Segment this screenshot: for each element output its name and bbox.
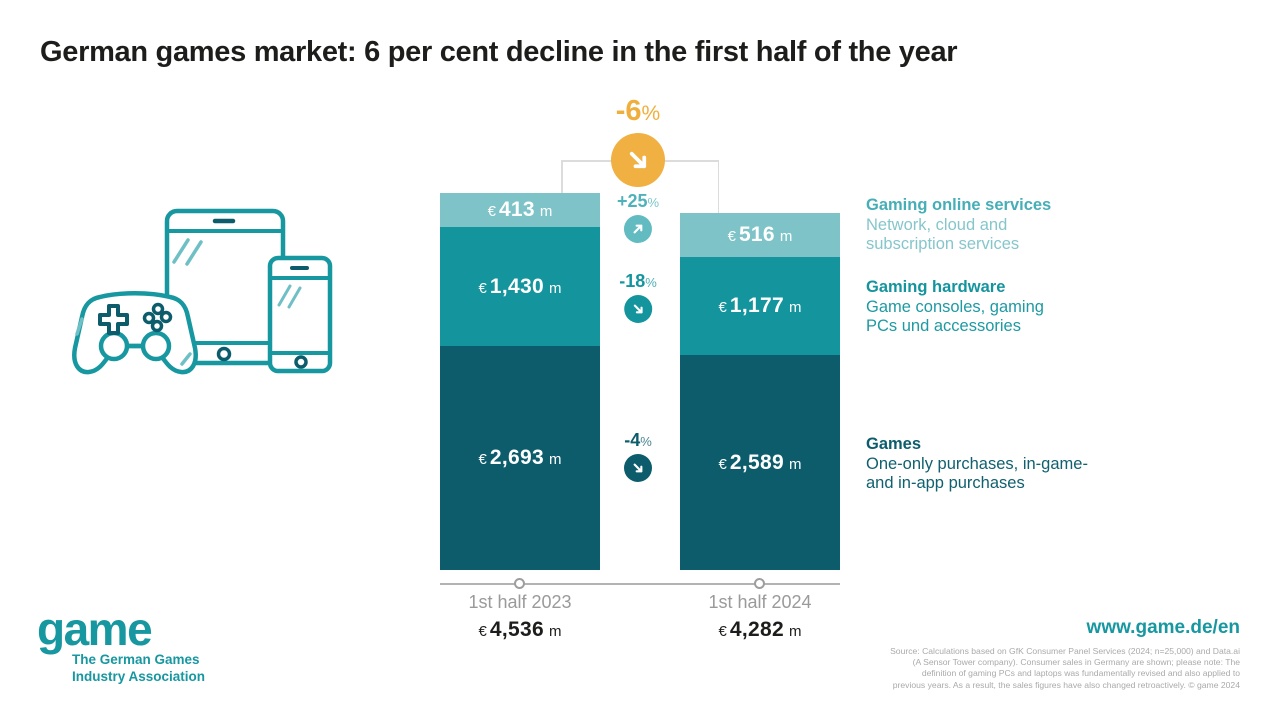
overall-change-label: -6%: [615, 95, 661, 127]
column-label-2023: 1st half 2023 €4,536 m: [400, 592, 640, 642]
total-2024: €4,282 m: [718, 618, 802, 641]
bar-segment-online-2023: €413 m: [440, 193, 600, 227]
period-label: 1st half 2023: [468, 592, 572, 612]
trend-down-badge: [623, 295, 652, 323]
bar-2024: €516 m €1,177 m €2,589 m: [680, 213, 840, 570]
bar-segment-games-2024: €2,589 m: [680, 355, 840, 570]
logo-tagline: The German Games Industry Association: [72, 652, 206, 684]
trend-up-icon: [633, 224, 643, 234]
page-title: German games market: 6 per cent decline …: [40, 36, 958, 68]
column-label-2024: 1st half 2024 €4,282 m: [640, 592, 880, 642]
bracket-line: [717, 160, 719, 213]
legend-item-online-services: Gaming online services Network, cloud an…: [866, 196, 1052, 253]
change-online-services: +25%: [617, 191, 659, 243]
bar-2023: €413 m €1,430 m €2,693 m: [440, 193, 600, 570]
trend-down-icon: [629, 151, 647, 169]
period-label: 1st half 2024: [708, 592, 812, 612]
legend-item-hardware: Gaming hardware Game consoles, gaming PC…: [866, 278, 1044, 335]
axis-marker-2023: [514, 578, 525, 589]
trend-down-icon: [633, 463, 643, 473]
bar-segment-online-2024: €516 m: [680, 213, 840, 257]
trend-down-icon: [633, 304, 643, 314]
axis-marker-2024: [754, 578, 765, 589]
gaming-devices-illustration: [60, 208, 350, 386]
website-link[interactable]: www.game.de/en: [1086, 617, 1240, 638]
trend-down-badge: [624, 454, 652, 482]
overall-trend-badge: [611, 133, 665, 187]
game-logo: game: [37, 603, 153, 655]
bracket-line: [561, 160, 563, 193]
total-2023: €4,536 m: [478, 618, 562, 641]
trend-up-badge: [623, 215, 652, 243]
dpad-icon: [98, 304, 129, 335]
bar-segment-hardware-2024: €1,177 m: [680, 257, 840, 355]
bar-segment-games-2023: €2,693 m: [440, 346, 600, 570]
smartphone-icon: [267, 255, 333, 374]
action-buttons-icon: [142, 302, 173, 333]
bar-segment-hardware-2023: €1,430 m: [440, 227, 600, 346]
x-axis-line: [440, 583, 840, 585]
source-note: Source: Calculations based on GfK Consum…: [890, 646, 1240, 690]
legend-item-games: Games One-only purchases, in-game- and i…: [866, 435, 1088, 492]
game-controller-icon: [72, 291, 198, 375]
change-games: -4%: [624, 430, 652, 482]
change-hardware: -18%: [619, 271, 657, 323]
